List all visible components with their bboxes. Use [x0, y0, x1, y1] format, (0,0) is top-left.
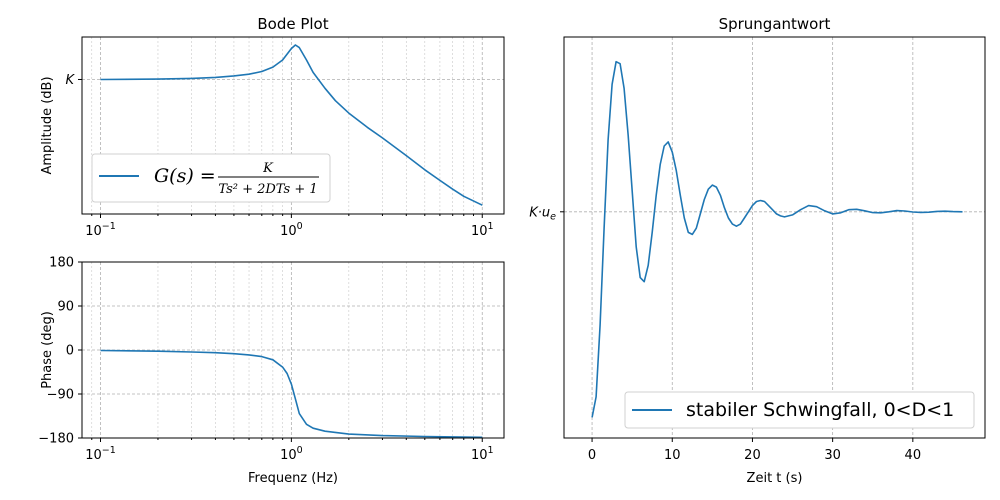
step-axes: 0 10 20 30 40 K·ue Sprungantwort Zeit t (s) — [529, 15, 986, 486]
amp-axes: 10−1 100 101 K Bode Plot Amplitude (dB) — [40, 15, 505, 239]
step-x-tick-label: 10 — [664, 448, 681, 463]
amp-y-tick-label: K — [65, 73, 75, 88]
amp-frame — [81, 36, 505, 215]
amp-x-tick-label: 100 — [280, 221, 303, 239]
step-x-tick-label: 0 — [588, 448, 596, 463]
amp-legend-box — [91, 153, 331, 203]
amp-legend-lhs: G(s) = — [154, 165, 216, 187]
phase-y-tick-label: −90 — [47, 388, 74, 403]
phase-y-tick-label: 0 — [66, 344, 74, 359]
step-y-tick-label: K·ue — [529, 205, 556, 222]
amp-y-axis-label: Amplitude (dB) — [40, 76, 55, 174]
step-title: Sprungantwort — [719, 15, 831, 33]
phase-y-axis-label: Phase (deg) — [40, 311, 55, 389]
amp-title: Bode Plot — [257, 15, 328, 33]
amp-legend-numerator: K — [262, 161, 274, 176]
phase-axes: 10−1 100 101 180 90 0 −90 −180 Frequenz (Hz) Phas… — [38, 256, 505, 486]
amp-legend-denominator: Ts² + 2DTs + 1 — [218, 182, 317, 197]
step-frame — [563, 36, 986, 439]
amp-legend: G(s) = K Ts² + 2DTs + 1 — [91, 153, 331, 203]
step-series-line — [591, 60, 963, 418]
step-grid — [564, 37, 985, 438]
phase-series-line — [100, 349, 483, 439]
phase-frame — [81, 261, 505, 439]
phase-y-tick-label: 180 — [49, 256, 74, 271]
step-x-tick-label: 40 — [905, 448, 922, 463]
phase-y-tick-label: −180 — [38, 432, 74, 447]
amp-series-line — [100, 44, 483, 206]
step-x-axis-label: Zeit t (s) — [747, 471, 803, 486]
step-legend-box — [624, 391, 975, 429]
phase-x-tick-label: 100 — [280, 445, 303, 463]
step-legend: stabiler Schwingfall, 0<D<1 — [624, 391, 975, 429]
step-x-tick-label: 20 — [744, 448, 761, 463]
step-legend-label: stabiler Schwingfall, 0<D<1 — [686, 399, 954, 421]
phase-grid — [82, 261, 504, 439]
phase-x-axis-label: Frequenz (Hz) — [248, 471, 338, 486]
step-x-tick-label: 30 — [824, 448, 841, 463]
amp-x-tick-label: 101 — [471, 221, 494, 239]
phase-x-tick-label: 10−1 — [85, 445, 116, 463]
phase-x-tick-label: 101 — [471, 445, 494, 463]
amp-x-tick-label: 10−1 — [85, 221, 116, 239]
phase-y-tick-label: 90 — [57, 300, 74, 315]
